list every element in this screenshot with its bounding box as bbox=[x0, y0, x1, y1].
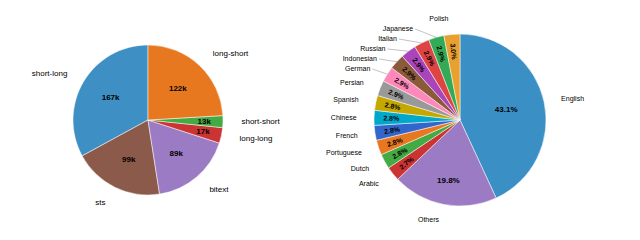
svg-text:2.9%: 2.9% bbox=[435, 45, 446, 63]
svg-text:Others: Others bbox=[418, 216, 440, 223]
svg-text:2.8%: 2.8% bbox=[391, 146, 409, 160]
svg-text:Polish: Polish bbox=[429, 15, 448, 22]
svg-text:122k: 122k bbox=[169, 84, 187, 93]
svg-text:short-long: short-long bbox=[32, 69, 68, 78]
svg-text:Italian: Italian bbox=[378, 35, 397, 42]
svg-text:French: French bbox=[336, 132, 358, 139]
svg-text:Dutch: Dutch bbox=[351, 165, 369, 172]
svg-text:Arabic: Arabic bbox=[359, 180, 379, 187]
svg-text:99k: 99k bbox=[122, 155, 136, 164]
svg-text:2.9%: 2.9% bbox=[401, 65, 418, 81]
svg-text:Portuguese: Portuguese bbox=[326, 149, 362, 157]
svg-text:167k: 167k bbox=[102, 93, 120, 102]
svg-text:long-long: long-long bbox=[240, 134, 273, 143]
svg-text:19.8%: 19.8% bbox=[437, 176, 460, 185]
svg-text:Indonesian: Indonesian bbox=[343, 55, 377, 62]
svg-text:short-short: short-short bbox=[241, 117, 280, 126]
svg-text:long-short: long-short bbox=[213, 49, 249, 58]
svg-text:bitext: bitext bbox=[209, 185, 229, 194]
svg-text:sts: sts bbox=[95, 198, 105, 207]
svg-text:English: English bbox=[561, 95, 584, 103]
svg-text:2.8%: 2.8% bbox=[384, 126, 402, 135]
svg-text:Spanish: Spanish bbox=[333, 96, 358, 104]
svg-text:Japanese: Japanese bbox=[383, 25, 413, 33]
svg-text:43.1%: 43.1% bbox=[495, 105, 518, 114]
svg-text:17k: 17k bbox=[196, 127, 210, 136]
svg-text:13k: 13k bbox=[198, 117, 212, 126]
svg-text:2.9%: 2.9% bbox=[387, 88, 405, 101]
svg-text:German: German bbox=[345, 65, 370, 72]
svg-text:Persian: Persian bbox=[340, 79, 364, 86]
svg-text:Russian: Russian bbox=[360, 45, 385, 52]
svg-text:2.7%: 2.7% bbox=[398, 155, 415, 171]
svg-text:2.9%: 2.9% bbox=[411, 56, 427, 74]
svg-text:89k: 89k bbox=[170, 149, 184, 158]
svg-text:2.8%: 2.8% bbox=[384, 101, 402, 111]
svg-text:2.8%: 2.8% bbox=[386, 136, 404, 148]
svg-text:2.9%: 2.9% bbox=[423, 50, 437, 68]
svg-text:2.9%: 2.9% bbox=[393, 76, 411, 91]
svg-text:2.8%: 2.8% bbox=[383, 115, 400, 122]
svg-text:3.0%: 3.0% bbox=[449, 43, 458, 60]
svg-text:Chinese: Chinese bbox=[331, 114, 357, 121]
